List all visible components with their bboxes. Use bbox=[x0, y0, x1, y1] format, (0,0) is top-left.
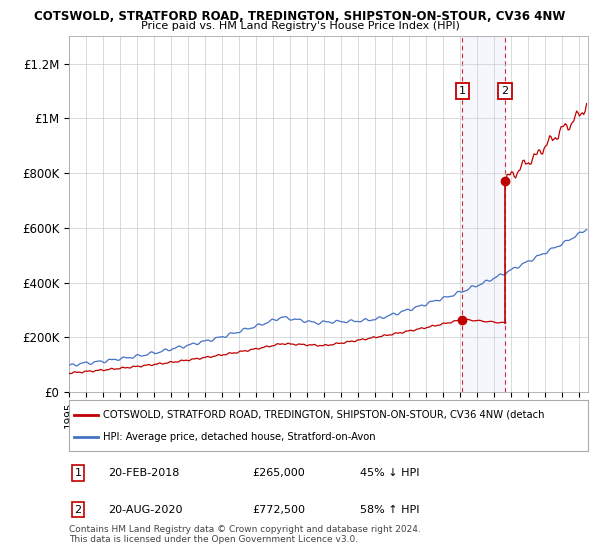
Text: 1: 1 bbox=[74, 468, 82, 478]
Text: 20-FEB-2018: 20-FEB-2018 bbox=[108, 468, 179, 478]
Text: 2: 2 bbox=[502, 86, 509, 96]
Text: 1: 1 bbox=[459, 86, 466, 96]
Bar bbox=[463, 36, 505, 392]
Text: HPI: Average price, detached house, Stratford-on-Avon: HPI: Average price, detached house, Stra… bbox=[103, 432, 376, 442]
Text: 20-AUG-2020: 20-AUG-2020 bbox=[108, 505, 182, 515]
Text: Price paid vs. HM Land Registry's House Price Index (HPI): Price paid vs. HM Land Registry's House … bbox=[140, 21, 460, 31]
Text: 45% ↓ HPI: 45% ↓ HPI bbox=[360, 468, 419, 478]
Text: £772,500: £772,500 bbox=[252, 505, 305, 515]
Text: 58% ↑ HPI: 58% ↑ HPI bbox=[360, 505, 419, 515]
Text: COTSWOLD, STRATFORD ROAD, TREDINGTON, SHIPSTON-ON-STOUR, CV36 4NW: COTSWOLD, STRATFORD ROAD, TREDINGTON, SH… bbox=[34, 10, 566, 23]
Text: COTSWOLD, STRATFORD ROAD, TREDINGTON, SHIPSTON-ON-STOUR, CV36 4NW (detach: COTSWOLD, STRATFORD ROAD, TREDINGTON, SH… bbox=[103, 409, 544, 419]
Text: Contains HM Land Registry data © Crown copyright and database right 2024.
This d: Contains HM Land Registry data © Crown c… bbox=[69, 525, 421, 544]
Text: £265,000: £265,000 bbox=[252, 468, 305, 478]
Text: 2: 2 bbox=[74, 505, 82, 515]
